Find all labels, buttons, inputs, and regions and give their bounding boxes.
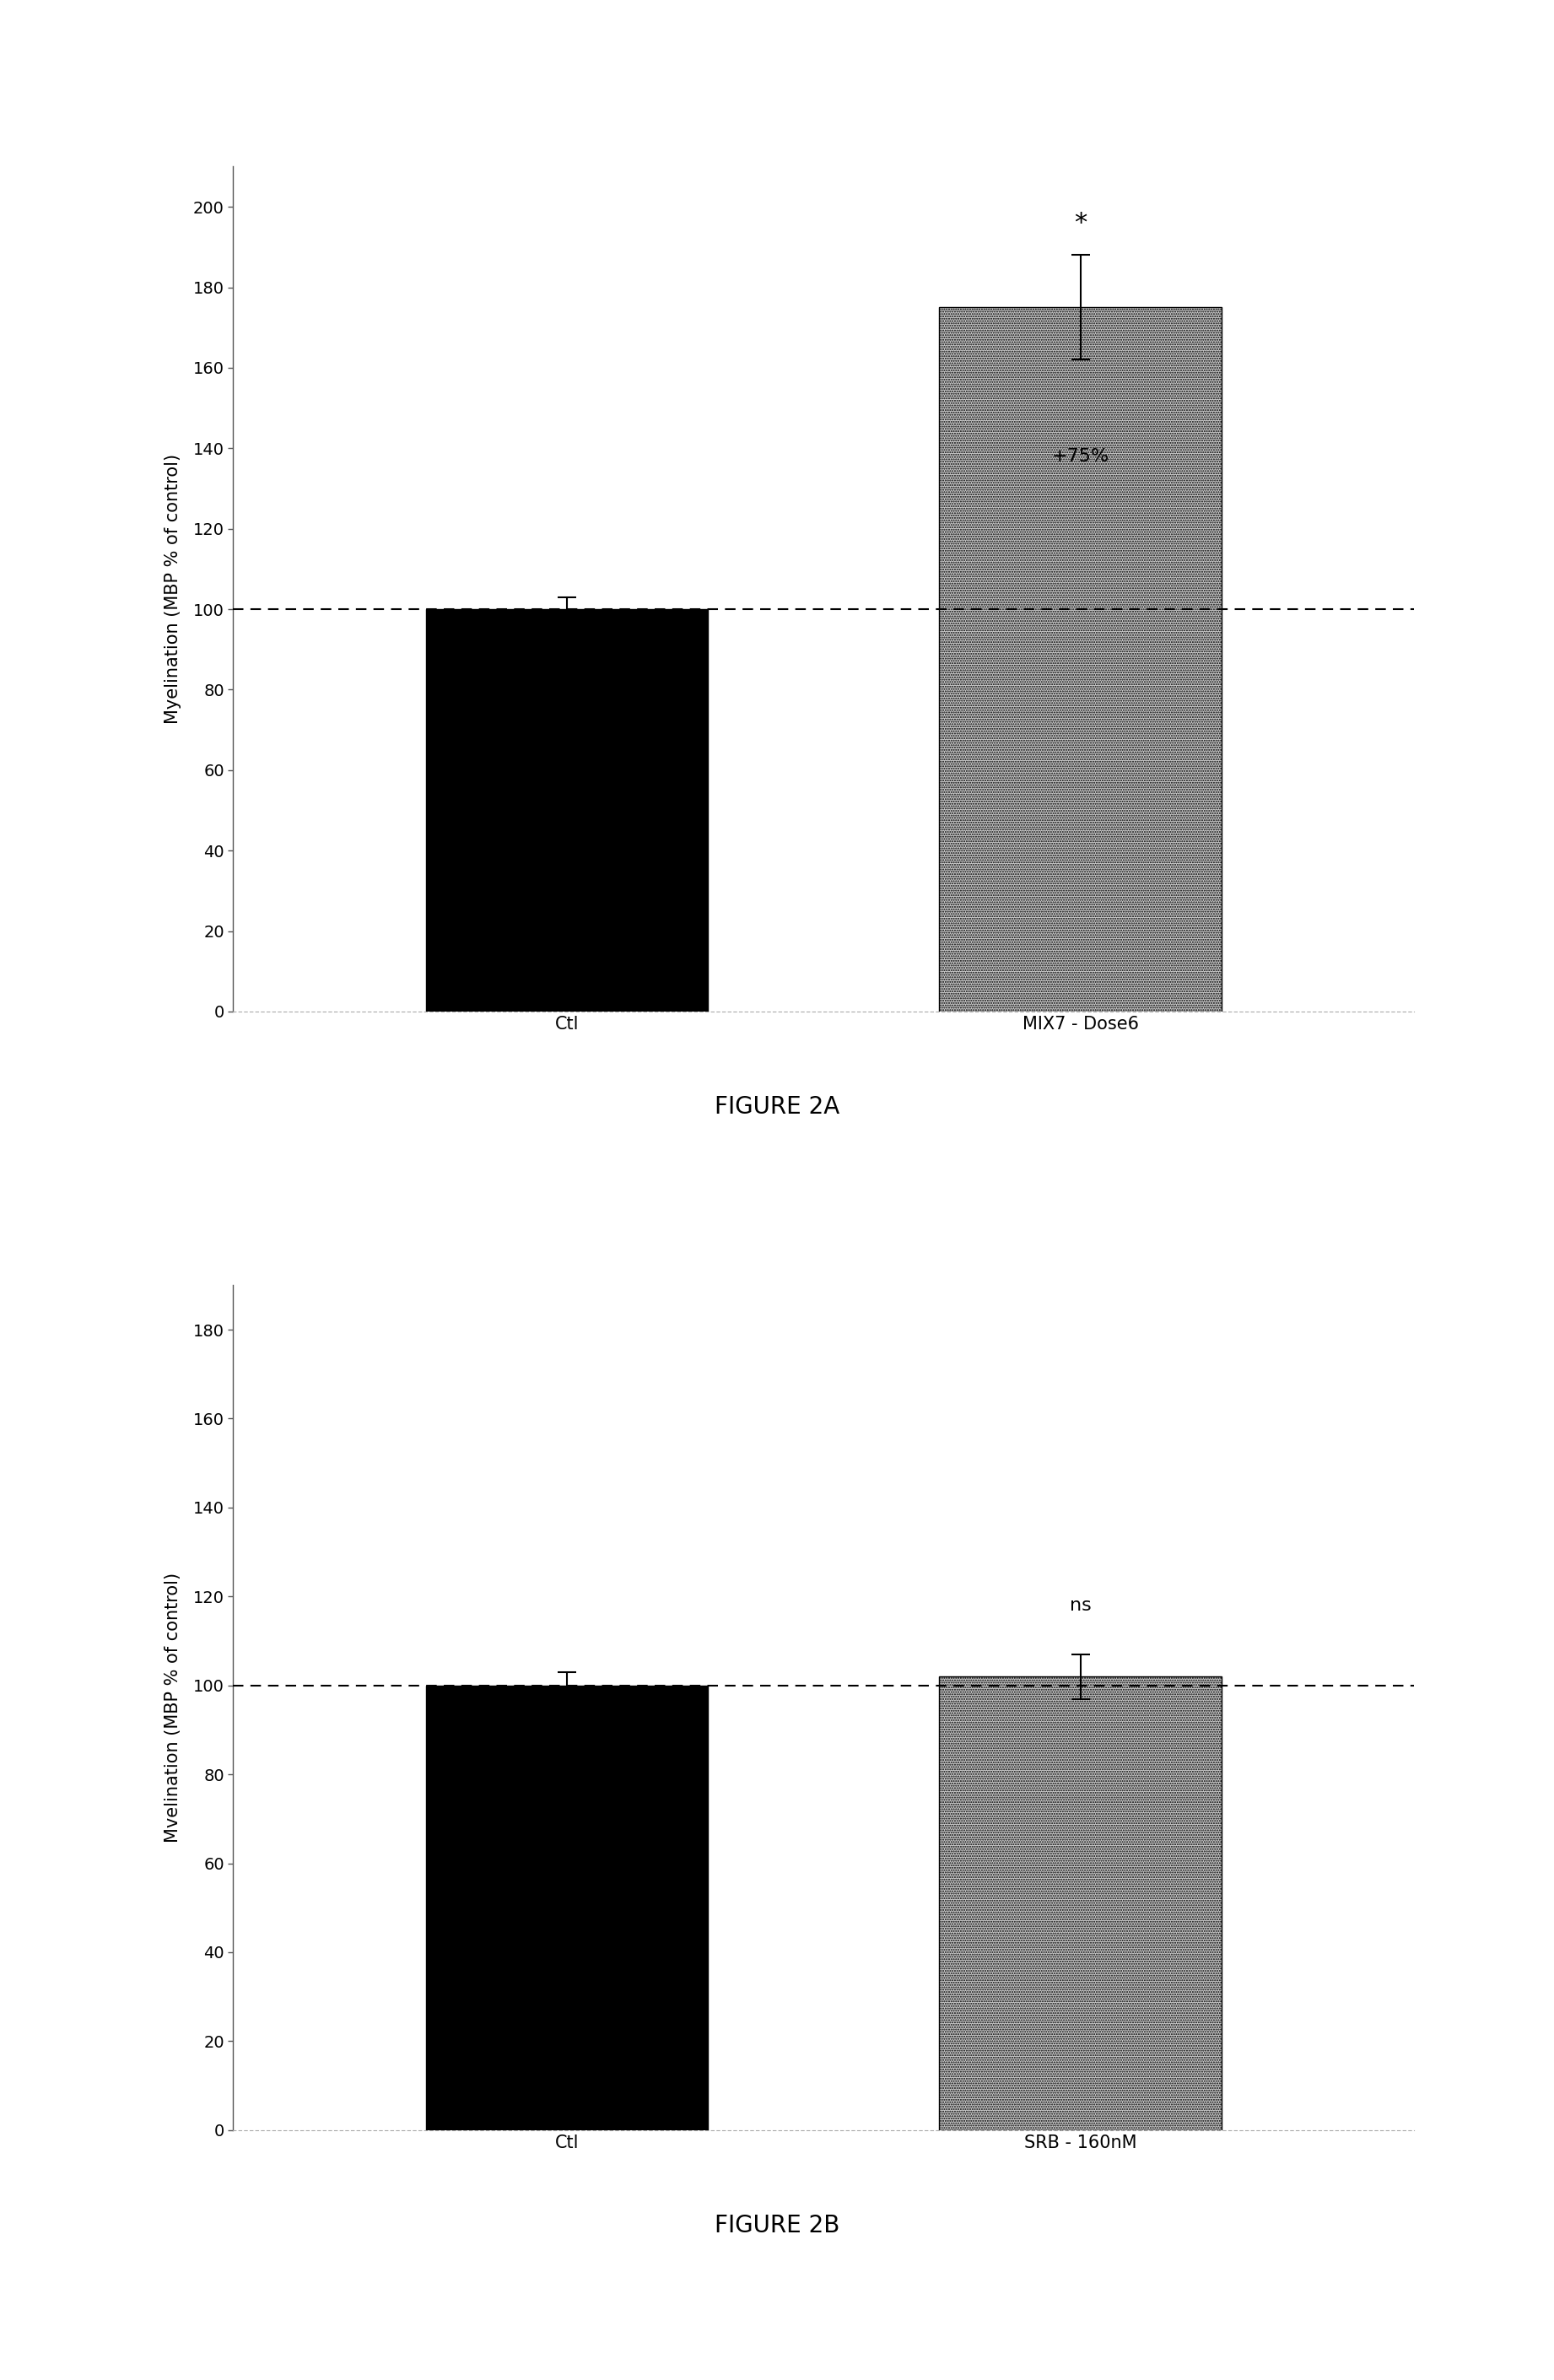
Text: ns: ns xyxy=(1069,1597,1091,1614)
Bar xyxy=(939,307,1221,1011)
Text: +75%: +75% xyxy=(1052,447,1110,464)
Y-axis label: Mvelination (MBP % of control): Mvelination (MBP % of control) xyxy=(165,1573,182,1842)
Bar xyxy=(426,1685,709,2130)
Bar xyxy=(426,609,709,1011)
Text: FIGURE 2A: FIGURE 2A xyxy=(715,1095,839,1119)
Y-axis label: Myelination (MBP % of control): Myelination (MBP % of control) xyxy=(165,455,182,724)
Bar xyxy=(939,1676,1221,2130)
Text: *: * xyxy=(1074,209,1086,236)
Text: FIGURE 2B: FIGURE 2B xyxy=(715,2213,839,2237)
